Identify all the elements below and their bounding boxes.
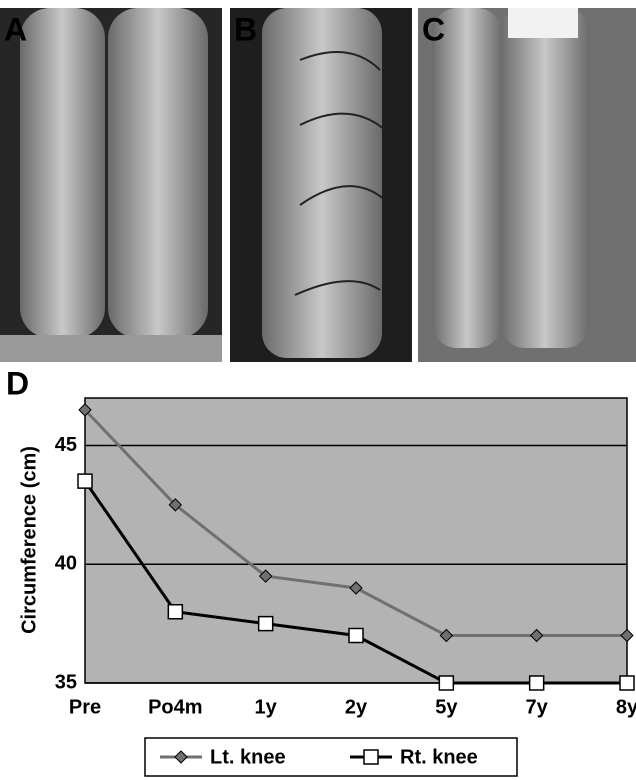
- marker: [530, 676, 544, 690]
- x-tick-label: Pre: [69, 696, 101, 718]
- x-tick-label: Po4m: [148, 696, 202, 718]
- x-tick-label: 2y: [345, 696, 368, 718]
- y-axis-label: Circumference (cm): [18, 446, 40, 634]
- marker: [168, 605, 182, 619]
- panel-label: A: [4, 11, 27, 47]
- legend-marker: [364, 750, 378, 764]
- marker: [259, 617, 273, 631]
- legend-label: Rt. knee: [400, 746, 478, 768]
- y-tick-label: 45: [55, 434, 77, 456]
- panel-label: C: [422, 11, 445, 47]
- photo-b: [230, 8, 412, 362]
- marker: [78, 474, 92, 488]
- marker: [620, 676, 634, 690]
- marker: [439, 676, 453, 690]
- x-tick-label: 7y: [526, 696, 549, 718]
- figure: A B C D Circumference (cm) 35 40 45 Pre Po4m…: [0, 0, 636, 780]
- marker: [349, 629, 363, 643]
- panel-label: D: [6, 365, 29, 401]
- legend-label: Lt. knee: [210, 746, 286, 768]
- photo-c: [418, 8, 636, 362]
- y-tick-label: 40: [55, 553, 77, 575]
- y-tick-label: 35: [55, 671, 77, 693]
- photo-a: [0, 8, 222, 362]
- panel-label: B: [234, 11, 257, 47]
- x-tick-label: 1y: [255, 696, 278, 718]
- x-tick-label: 8y: [616, 696, 636, 718]
- x-tick-label: 5y: [435, 696, 458, 718]
